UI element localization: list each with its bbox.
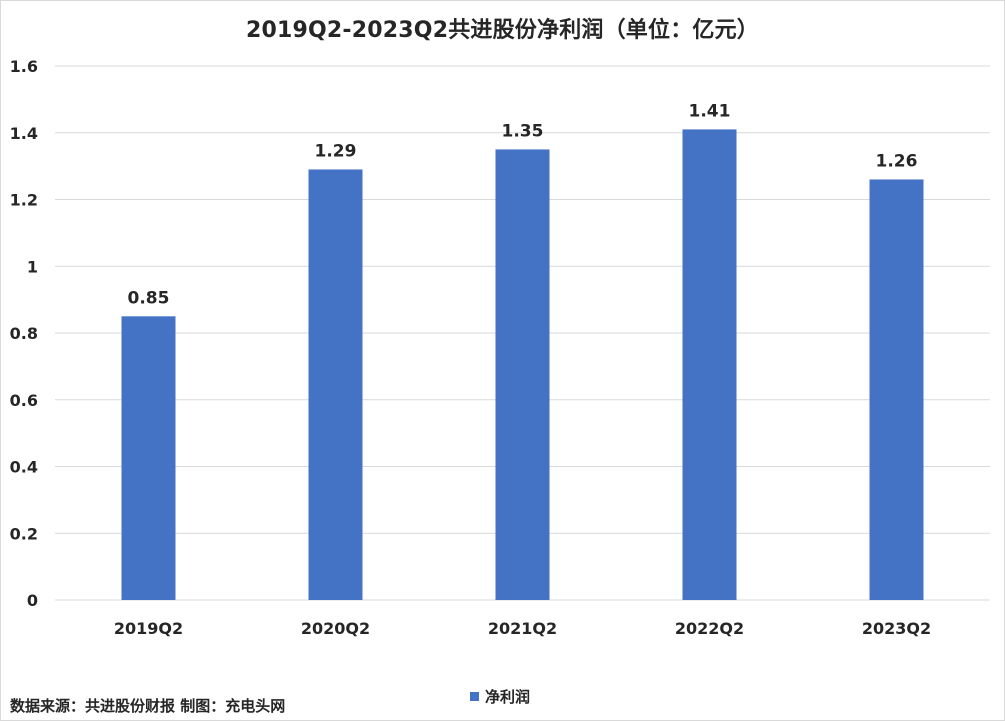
chart-title: 2019Q2-2023Q2共进股份净利润（单位：亿元） xyxy=(245,18,759,43)
source-note: 数据来源：共进股份财报 制图：充电头网 xyxy=(10,697,286,715)
data-label: 1.26 xyxy=(876,151,918,171)
legend: 净利润 xyxy=(470,686,530,707)
y-tick-label: 1.4 xyxy=(10,124,38,143)
y-tick-label: 0.4 xyxy=(10,458,38,477)
bars xyxy=(121,129,924,600)
y-tick-label: 0.8 xyxy=(10,324,38,343)
data-label: 1.41 xyxy=(689,101,731,121)
y-axis-ticks: 0 0.2 0.4 0.6 0.8 1 1.2 1.4 1.6 xyxy=(10,57,38,610)
data-label: 1.29 xyxy=(315,141,357,161)
x-tick-label: 2021Q2 xyxy=(488,619,557,638)
bar-2020Q2 xyxy=(308,169,363,600)
data-labels: 0.85 1.29 1.35 1.41 1.26 xyxy=(128,101,918,308)
x-tick-label: 2020Q2 xyxy=(301,619,370,638)
y-tick-label: 1 xyxy=(27,257,38,276)
y-tick-label: 0.2 xyxy=(10,524,38,543)
x-tick-label: 2019Q2 xyxy=(114,619,183,638)
data-label: 1.35 xyxy=(502,121,544,141)
y-tick-label: 0 xyxy=(27,591,38,610)
legend-swatch xyxy=(470,692,479,701)
x-tick-label: 2022Q2 xyxy=(675,619,744,638)
y-tick-label: 1.6 xyxy=(10,57,38,76)
bar-2022Q2 xyxy=(682,129,737,600)
y-tick-label: 0.6 xyxy=(10,391,38,410)
x-axis-ticks: 2019Q2 2020Q2 2021Q2 2022Q2 2023Q2 xyxy=(114,619,931,638)
bar-2023Q2 xyxy=(869,179,924,600)
x-tick-label: 2023Q2 xyxy=(862,619,931,638)
bar-2019Q2 xyxy=(121,316,176,600)
bar-2021Q2 xyxy=(495,149,550,600)
data-label: 0.85 xyxy=(128,288,170,308)
y-tick-label: 1.2 xyxy=(10,191,38,210)
legend-label: 净利润 xyxy=(485,688,531,706)
